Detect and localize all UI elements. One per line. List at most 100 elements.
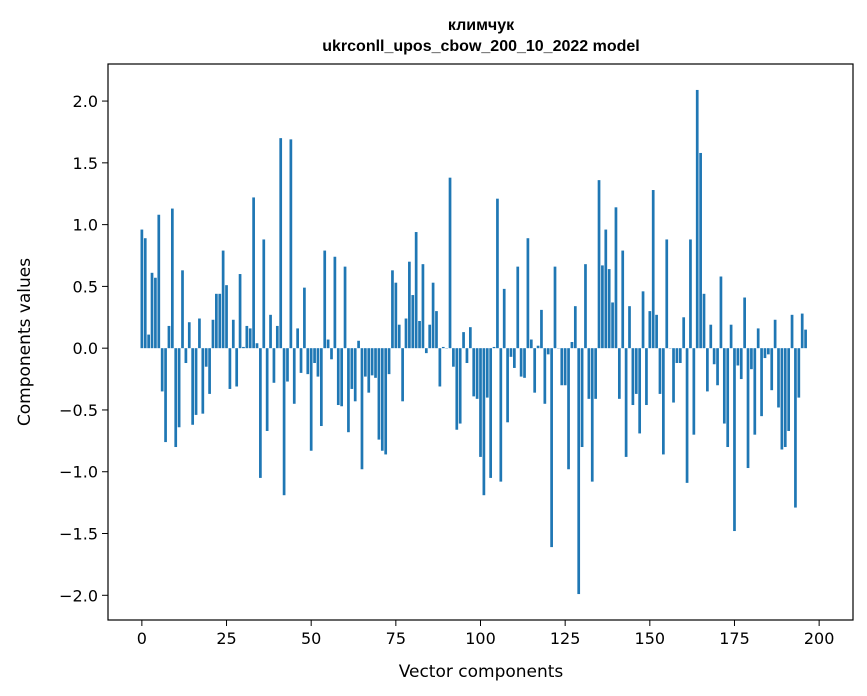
bar-component-155	[665, 239, 669, 349]
bar-component-157	[672, 348, 675, 403]
bar-component-53	[319, 348, 323, 427]
bar-component-87	[435, 311, 438, 349]
bar-component-195	[800, 313, 804, 349]
bar-component-177	[739, 348, 743, 380]
bar-component-164	[695, 89, 699, 349]
bar-component-28	[235, 348, 239, 387]
bar-component-179	[746, 348, 750, 469]
bar-component-84	[424, 348, 428, 354]
bar-component-139	[611, 302, 614, 349]
bar-component-20	[208, 348, 211, 394]
bar-component-77	[401, 348, 404, 402]
bar-component-26	[228, 348, 232, 389]
bar-component-141	[617, 348, 621, 399]
bar-component-31	[245, 325, 249, 349]
bar-component-162	[689, 239, 692, 349]
bar-component-144	[628, 306, 631, 349]
bar-component-19	[204, 348, 208, 367]
bar-component-102	[485, 348, 489, 398]
bar-component-147	[638, 348, 642, 434]
plot-frame	[107, 63, 854, 621]
bar-component-14	[187, 322, 191, 349]
bar-component-150	[648, 311, 652, 349]
bar-component-47	[299, 348, 303, 373]
x-tick-label: 75	[386, 629, 406, 648]
bar-component-63	[353, 348, 357, 402]
bar-component-29	[238, 274, 242, 349]
bar-component-71	[380, 348, 384, 451]
bar-component-37	[265, 348, 269, 431]
bar-component-134	[594, 348, 597, 399]
bar-component-118	[540, 309, 543, 349]
bar-component-170	[716, 348, 719, 386]
bar-component-40	[275, 325, 279, 349]
bar-component-127	[570, 342, 574, 349]
bar-component-76	[397, 324, 401, 349]
bar-component-42	[282, 348, 286, 496]
bar-component-124	[560, 348, 564, 386]
bar-component-167	[706, 348, 709, 392]
bar-component-173	[726, 348, 730, 448]
bar-component-67	[367, 348, 371, 393]
x-tick-label: 50	[301, 629, 321, 648]
bar-component-81	[414, 232, 418, 349]
bar-component-135	[597, 180, 601, 349]
bar-component-175	[733, 348, 736, 532]
bar-component-73	[387, 348, 391, 375]
bar-component-2	[147, 334, 150, 349]
bar-component-172	[722, 348, 726, 424]
bar-component-186	[770, 348, 774, 391]
bar-component-159	[678, 348, 682, 364]
bar-component-38	[269, 314, 272, 349]
bar-component-193	[794, 348, 797, 508]
y-tick-label: 1.5	[73, 154, 98, 173]
bar-component-96	[465, 348, 469, 364]
bar-component-10	[174, 348, 178, 448]
bar-component-21	[211, 319, 215, 349]
y-tick-label: −0.5	[59, 401, 98, 420]
bar-component-24	[221, 250, 225, 349]
x-tick-label: 125	[550, 629, 581, 648]
bar-component-119	[543, 348, 547, 404]
bar-component-129	[577, 348, 581, 595]
bar-component-82	[418, 321, 421, 349]
bar-component-75	[394, 282, 398, 349]
bar-component-136	[601, 265, 604, 349]
bar-component-130	[580, 348, 584, 448]
bar-component-149	[645, 348, 648, 406]
bar-component-58	[336, 348, 340, 406]
bar-component-16	[194, 348, 198, 415]
bar-component-190	[783, 348, 787, 448]
bar-component-59	[340, 348, 344, 407]
x-tick-label: 150	[635, 629, 666, 648]
bar-component-171	[719, 276, 723, 349]
bar-component-168	[709, 324, 713, 349]
bar-component-106	[499, 348, 503, 482]
bar-component-83	[421, 264, 425, 349]
bar-component-44	[289, 139, 293, 349]
bar-component-11	[177, 348, 181, 428]
bar-component-35	[259, 348, 262, 478]
bar-component-22	[215, 293, 218, 349]
bar-component-142	[621, 250, 625, 349]
bar-component-184	[763, 348, 767, 359]
y-tick-label: −2.0	[59, 586, 98, 605]
y-tick-label: 1.0	[73, 216, 98, 235]
bar-component-27	[231, 319, 235, 349]
bar-component-13	[184, 348, 188, 364]
bar-component-114	[526, 238, 530, 349]
bar-component-126	[567, 348, 570, 470]
bar-component-8	[167, 325, 171, 349]
bar-component-100	[479, 348, 482, 457]
bar-component-6	[160, 348, 164, 392]
bar-component-140	[614, 207, 618, 349]
bar-component-92	[452, 348, 455, 367]
bar-component-194	[797, 348, 801, 398]
bar-component-137	[604, 229, 608, 349]
bar-component-152	[655, 314, 658, 349]
bar-component-99	[475, 348, 479, 399]
bar-component-74	[391, 270, 394, 349]
x-tick-label: 25	[216, 629, 236, 648]
bar-component-191	[787, 348, 791, 431]
bar-component-30	[242, 346, 245, 349]
